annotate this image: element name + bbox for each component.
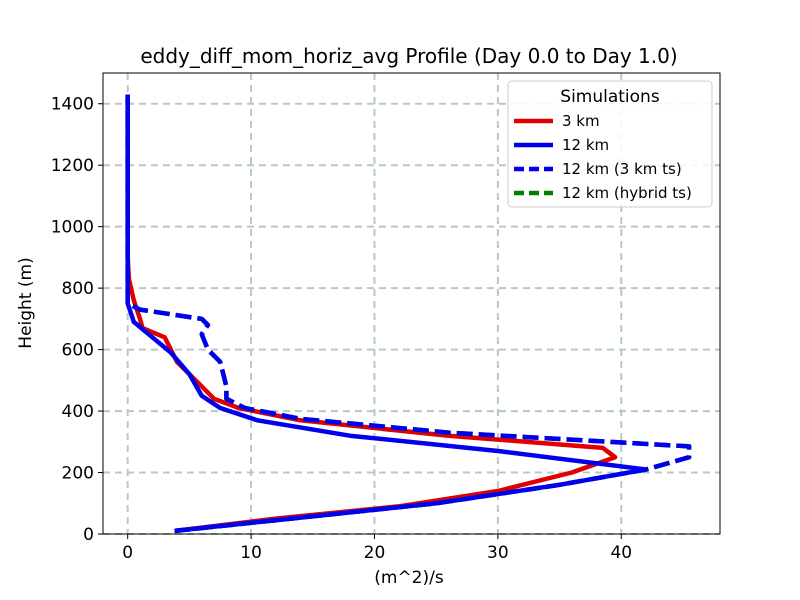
y-tick-label: 1200: [51, 156, 94, 176]
chart-title: eddy_diff_mom_horiz_avg Profile (Day 0.0…: [140, 44, 677, 68]
series-line-0: [125, 94, 618, 534]
legend-label: 12 km (3 km ts): [562, 160, 682, 178]
plot-frame: [102, 72, 721, 535]
x-tick-label: 30: [487, 543, 509, 563]
series-line-1: [125, 94, 649, 534]
y-tick-label: 200: [62, 464, 94, 484]
x-tick-label: 10: [240, 543, 262, 563]
legend-label: 12 km (hybrid ts): [562, 184, 692, 202]
y-tick-label: 800: [62, 279, 94, 299]
y-axis-label: Height (m): [16, 257, 36, 348]
y-tick-label: 0: [83, 525, 94, 545]
x-tick-label: 20: [364, 543, 386, 563]
legend-label: 3 km: [562, 112, 600, 130]
legend: Simulations 3 km 12 km 12 km (3 km ts) 12 km…: [507, 80, 713, 208]
y-tick-label: 1400: [51, 95, 94, 115]
legend-title: Simulations: [560, 87, 660, 107]
series-line-2: [125, 94, 692, 534]
y-axis-ticks: 0 200 400 600 800 1000 1200 1400: [51, 95, 103, 545]
y-tick-label: 400: [62, 402, 94, 422]
legend-box: [507, 80, 713, 208]
y-tick-label: 600: [62, 341, 94, 361]
x-tick-label: 40: [610, 543, 632, 563]
y-tick-label: 1000: [51, 218, 94, 238]
x-tick-label: 0: [122, 543, 133, 563]
series-lines: [125, 94, 692, 534]
x-axis-label: (m^2)/s: [374, 568, 444, 588]
legend-label: 12 km: [562, 136, 609, 154]
x-axis-ticks: 0 10 20 30 40: [122, 534, 632, 563]
